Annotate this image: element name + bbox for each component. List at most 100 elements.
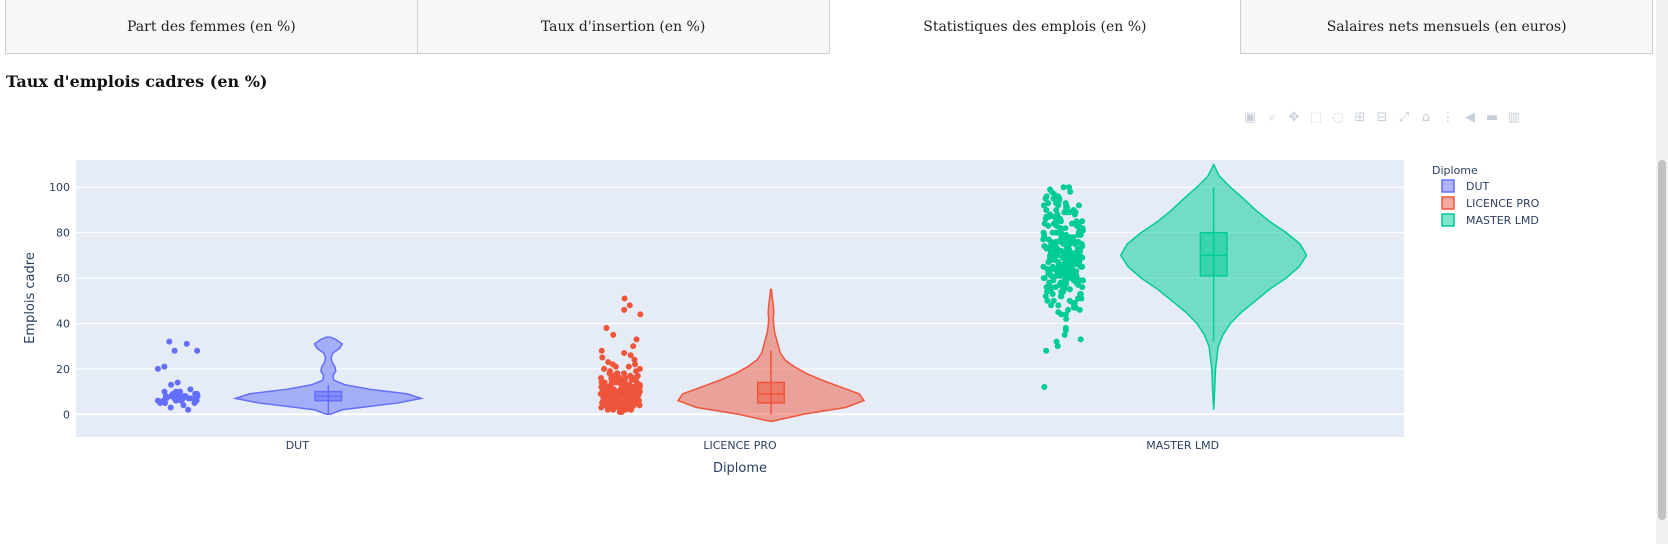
data-point-licence-pro xyxy=(602,399,609,406)
camera-icon[interactable]: ▣ xyxy=(1243,109,1257,125)
data-point-licence-pro xyxy=(600,390,607,397)
data-point-master-lmd xyxy=(1056,281,1063,288)
data-point-master-lmd xyxy=(1056,238,1063,245)
data-point-master-lmd xyxy=(1071,238,1078,245)
data-point-licence-pro xyxy=(623,397,630,404)
plotly-logo-icon[interactable]: ▥ xyxy=(1507,109,1521,125)
data-point-master-lmd xyxy=(1053,229,1060,236)
data-point-master-lmd xyxy=(1051,252,1058,259)
data-point-licence-pro xyxy=(615,388,622,395)
data-point-licence-pro xyxy=(600,393,607,400)
data-point-licence-pro xyxy=(636,384,643,391)
data-point-master-lmd xyxy=(1053,200,1060,207)
data-point-master-lmd xyxy=(1063,279,1070,286)
data-point-licence-pro xyxy=(612,402,619,409)
data-point-master-lmd xyxy=(1058,231,1065,238)
hover-closest-icon[interactable]: ◀ xyxy=(1465,109,1475,125)
box-select-icon[interactable]: ⬚ xyxy=(1309,109,1323,125)
data-point-dut xyxy=(168,393,175,400)
data-point-licence-pro xyxy=(611,388,618,395)
data-point-master-lmd xyxy=(1075,229,1082,236)
data-point-licence-pro xyxy=(604,390,611,397)
spike-lines-icon[interactable]: ⋮ xyxy=(1441,109,1455,125)
data-point-licence-pro xyxy=(613,397,620,404)
data-point-master-lmd xyxy=(1040,236,1047,243)
data-point-licence-pro xyxy=(619,381,626,388)
data-point-licence-pro xyxy=(625,390,632,397)
data-point-licence-pro xyxy=(624,393,631,400)
data-point-licence-pro xyxy=(621,349,628,356)
zoom-in-icon[interactable]: ⊞ xyxy=(1354,109,1366,125)
data-point-licence-pro xyxy=(611,404,618,411)
data-point-licence-pro xyxy=(636,381,643,388)
data-point-master-lmd xyxy=(1042,195,1049,202)
data-point-master-lmd xyxy=(1046,254,1053,261)
data-point-dut xyxy=(174,379,181,386)
data-point-dut xyxy=(166,338,173,345)
data-point-licence-pro xyxy=(619,379,626,386)
data-point-master-lmd xyxy=(1065,265,1072,272)
data-point-licence-pro xyxy=(618,399,625,406)
data-point-master-lmd xyxy=(1066,184,1073,191)
data-point-master-lmd xyxy=(1060,241,1067,248)
data-point-master-lmd xyxy=(1057,268,1064,275)
data-point-master-lmd xyxy=(1076,259,1083,266)
data-point-master-lmd xyxy=(1049,263,1056,270)
data-point-dut xyxy=(187,395,194,402)
data-point-master-lmd xyxy=(1057,225,1064,232)
data-point-licence-pro xyxy=(629,399,636,406)
data-point-master-lmd xyxy=(1060,184,1067,191)
data-point-licence-pro xyxy=(622,374,629,381)
autoscale-icon[interactable]: ⤢ xyxy=(1398,109,1410,125)
zoom-out-icon[interactable]: ⊟ xyxy=(1376,109,1388,125)
data-point-master-lmd xyxy=(1069,256,1076,263)
data-point-master-lmd xyxy=(1051,241,1058,248)
hover-compare-icon[interactable]: ▬ xyxy=(1485,109,1499,125)
data-point-licence-pro xyxy=(611,372,618,379)
data-point-licence-pro xyxy=(631,393,638,400)
data-point-master-lmd xyxy=(1075,238,1082,245)
data-point-licence-pro xyxy=(613,399,620,406)
page-scrollbar[interactable] xyxy=(1656,0,1668,544)
data-point-licence-pro xyxy=(599,399,606,406)
data-point-master-lmd xyxy=(1053,272,1060,279)
data-point-master-lmd xyxy=(1061,286,1068,293)
data-point-licence-pro xyxy=(620,393,627,400)
data-point-dut xyxy=(192,390,199,397)
data-point-licence-pro xyxy=(617,386,624,393)
data-point-licence-pro xyxy=(633,336,640,343)
data-point-licence-pro xyxy=(602,390,609,397)
data-point-licence-pro xyxy=(612,399,619,406)
data-point-master-lmd xyxy=(1057,268,1064,275)
data-point-master-lmd xyxy=(1049,229,1056,236)
data-point-licence-pro xyxy=(606,384,613,391)
data-point-master-lmd xyxy=(1048,188,1055,195)
data-point-master-lmd xyxy=(1063,231,1070,238)
tab-part-femmes[interactable]: Part des femmes (en %) xyxy=(5,0,418,54)
data-point-licence-pro xyxy=(598,347,605,354)
tab-salaires[interactable]: Salaires nets mensuels (en euros) xyxy=(1240,0,1653,54)
reset-axes-icon[interactable]: ⌂ xyxy=(1421,109,1431,125)
data-point-licence-pro xyxy=(602,384,609,391)
data-point-master-lmd xyxy=(1066,241,1073,248)
zoom-icon[interactable]: ⌕ xyxy=(1268,109,1276,125)
scrollbar-thumb[interactable] xyxy=(1658,160,1666,520)
pan-icon[interactable]: ✥ xyxy=(1288,109,1300,125)
data-point-licence-pro xyxy=(633,399,640,406)
data-point-licence-pro xyxy=(617,390,624,397)
lasso-icon[interactable]: ◌ xyxy=(1332,109,1344,125)
tab-statistiques-emplois[interactable]: Statistiques des emplois (en %) xyxy=(828,0,1242,54)
data-point-master-lmd xyxy=(1066,250,1073,257)
data-point-licence-pro xyxy=(636,381,643,388)
data-point-master-lmd xyxy=(1048,238,1055,245)
grid-lines xyxy=(76,186,1404,416)
data-point-master-lmd xyxy=(1050,220,1057,227)
data-point-master-lmd xyxy=(1067,252,1074,259)
data-point-dut xyxy=(181,393,188,400)
data-point-master-lmd xyxy=(1069,272,1076,279)
data-point-licence-pro xyxy=(628,388,635,395)
legend-label-licence-pro: LICENCE PRO xyxy=(1466,197,1540,210)
data-point-master-lmd xyxy=(1041,243,1048,250)
tab-taux-insertion[interactable]: Taux d'insertion (en %) xyxy=(416,0,830,54)
data-point-dut xyxy=(177,388,184,395)
